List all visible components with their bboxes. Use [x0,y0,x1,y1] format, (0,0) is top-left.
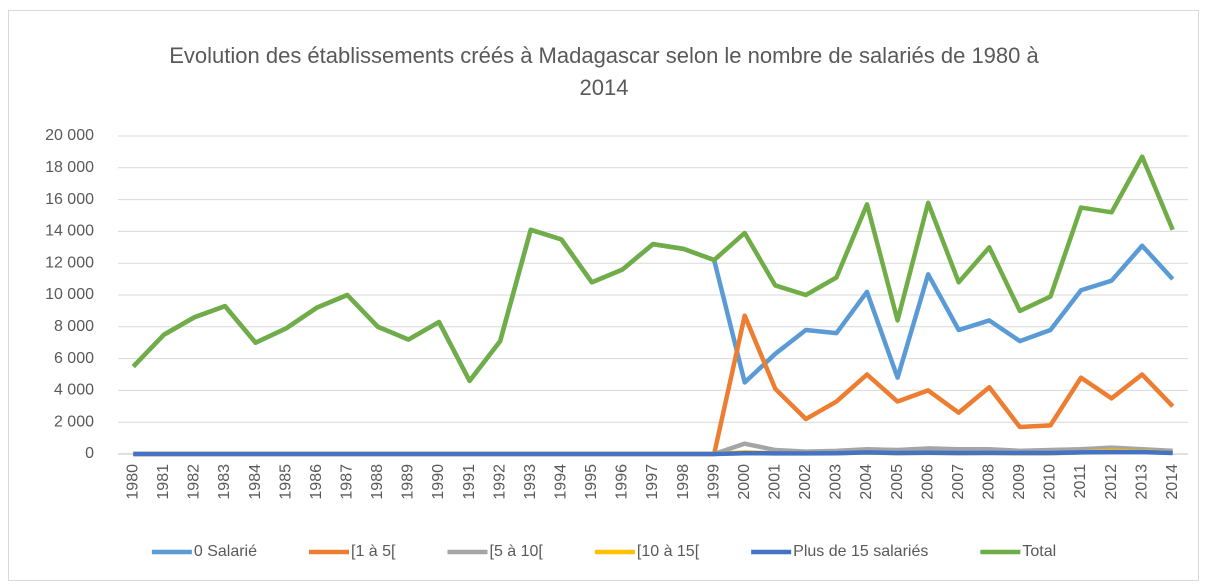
x-tick-label: 1997 [644,464,661,500]
chart-title: Evolution des établissements créés à Mad… [169,43,1039,100]
x-tick-label: 2004 [858,464,875,500]
x-tick-label: 2009 [1011,464,1028,500]
x-tick-label: 2005 [889,464,906,500]
x-tick-label: 2013 [1133,464,1150,500]
legend-label: [5 à 10[ [490,543,544,560]
x-tick-label: 1983 [216,464,233,500]
x-tick-label: 1995 [583,464,600,500]
legend-label: Plus de 15 salariés [793,543,928,560]
x-tick-label: 2010 [1042,464,1059,500]
y-tick-label: 16 000 [45,191,94,208]
x-tick-label: 2014 [1164,464,1181,500]
y-tick-label: 20 000 [45,127,94,144]
x-tick-label: 2002 [797,464,814,500]
x-tick-label: 1996 [614,464,631,500]
x-tick-label: 1993 [522,464,539,500]
y-tick-label: 0 [85,445,94,462]
y-tick-label: 4 000 [54,382,94,399]
chart-border [8,10,1199,581]
x-tick-label: 1984 [247,464,264,500]
legend-label: [10 à 15[ [637,543,700,560]
x-tick-label: 1988 [369,464,386,500]
y-tick-label: 2 000 [54,413,94,430]
x-tick-label: 1998 [675,464,692,500]
legend-label: [1 à 5[ [351,543,396,560]
x-tick-label: 1994 [553,464,570,500]
x-tick-label: 2008 [981,464,998,500]
y-tick-label: 8 000 [54,318,94,335]
x-tick-label: 1990 [430,464,447,500]
x-tick-label: 2001 [767,464,784,500]
y-tick-label: 14 000 [45,223,94,240]
y-tick-label: 12 000 [45,254,94,271]
legend-label: Total [1022,543,1056,560]
x-tick-label: 1999 [705,464,722,500]
legend: 0 Salarié [1 à 5[ [5 à 10[ [10 à 15[ Plus de… [151,543,1056,560]
x-tick-label: 2003 [828,464,845,500]
x-tick-label: 1989 [400,464,417,500]
x-tick-label: 2012 [1103,464,1120,500]
x-tick-label: 1980 [125,464,142,500]
x-tick-label: 1982 [186,464,203,500]
x-tick-label: 1986 [308,464,325,500]
x-tick-label: 2011 [1072,464,1089,499]
x-tick-label: 1985 [277,464,294,500]
y-tick-label: 6 000 [54,350,94,367]
x-tick-label: 1992 [491,464,508,500]
y-tick-label: 18 000 [45,159,94,176]
x-tick-label: 1987 [339,464,356,500]
x-tick-label: 2006 [919,464,936,500]
y-tick-label: 10 000 [45,286,94,303]
series-line [131,154,1175,384]
x-tick-label: 2000 [736,464,753,500]
x-tick-label: 1981 [155,464,172,500]
series-line [133,449,1173,457]
x-tick-label: 2007 [950,464,967,500]
x-tick-label: 1991 [461,464,478,500]
legend-label: 0 Salarié [194,543,257,560]
